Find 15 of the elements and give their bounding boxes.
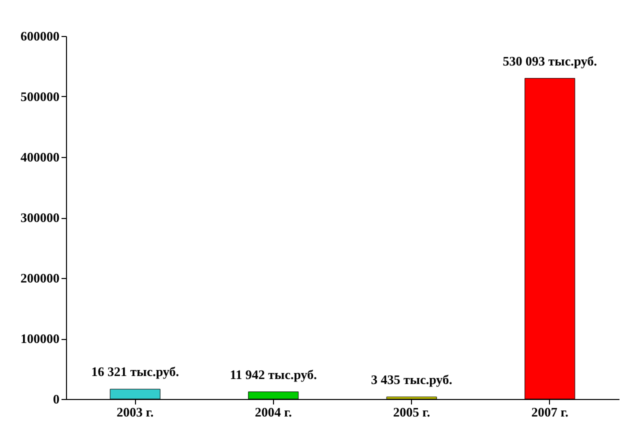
- x-tick-label: 2003 г.: [116, 404, 154, 420]
- data-label: 16 321 тыс.руб.: [91, 364, 179, 380]
- x-tick-label: 2004 г.: [254, 404, 292, 420]
- y-tick-label: 100000: [20, 331, 60, 346]
- data-label: 11 942 тыс.руб.: [230, 366, 317, 382]
- y-tick-label: 300000: [20, 210, 60, 225]
- y-tick-label: 500000: [20, 89, 60, 104]
- y-tick-label: 0: [53, 392, 60, 406]
- data-label: 3 435 тыс.руб.: [371, 372, 452, 387]
- y-tick-label: 600000: [20, 28, 60, 44]
- x-tick-label: 2007 г.: [531, 404, 568, 420]
- y-tick-label: 200000: [20, 270, 60, 286]
- data-label: 530 093 тыс.руб.: [502, 53, 597, 68]
- x-tick-label: 2005 г.: [393, 404, 430, 420]
- y-tick-label: 400000: [20, 150, 60, 164]
